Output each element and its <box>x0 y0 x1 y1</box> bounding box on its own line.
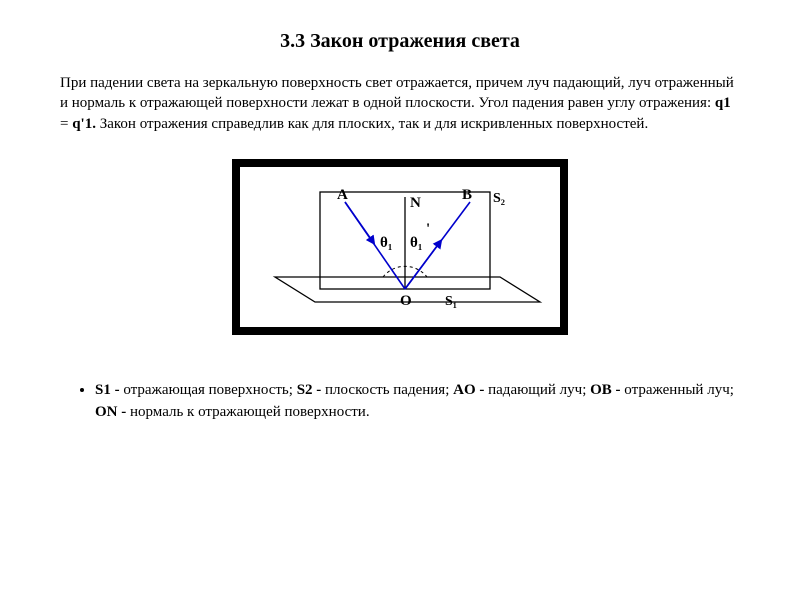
legend-s2-text: плоскость падения; <box>325 382 453 398</box>
intro-text-2: Закон отражения справедлив как для плоск… <box>96 116 648 132</box>
intro-q2: q'1. <box>72 116 96 132</box>
label-b: B <box>462 187 472 203</box>
legend-item: S1 - отражающая поверхность; S2 - плоско… <box>95 380 740 424</box>
legend-s2-label: S2 - <box>297 382 325 398</box>
legend-ao-text: падающий луч; <box>488 382 590 398</box>
legend-s1-label: S1 - <box>95 382 123 398</box>
label-theta1p-prime: ' <box>426 221 430 237</box>
legend-ao-label: AO - <box>453 382 488 398</box>
intro-text-1: При падении света на зеркальную поверхно… <box>60 75 734 111</box>
legend-on-label: ON - <box>95 404 130 420</box>
label-n: N <box>410 195 421 211</box>
label-o: O <box>400 293 412 309</box>
incident-ray-ao-arrow <box>345 202 373 242</box>
intro-q1: q1 <box>715 95 731 111</box>
section-title: 3.3 Закон отражения света <box>60 30 740 53</box>
figure-frame: A B N O S₁ S₂ θ₁ θ₁ ' <box>232 159 568 335</box>
intro-paragraph: При падении света на зеркальную поверхно… <box>60 73 740 134</box>
reflection-diagram: A B N O S₁ S₂ θ₁ θ₁ ' <box>240 167 560 327</box>
label-theta1: θ₁ <box>380 235 392 251</box>
legend-ob-text: отраженный луч; <box>624 382 734 398</box>
legend-on-text: нормаль к отражающей поверхности. <box>130 404 370 420</box>
legend-s1-text: отражающая поверхность; <box>123 382 296 398</box>
label-a: A <box>337 187 348 203</box>
intro-eq: = <box>60 116 72 132</box>
label-theta1p: θ₁ <box>410 235 422 251</box>
label-s2: S₂ <box>493 191 505 206</box>
label-s1: S₁ <box>445 294 457 309</box>
legend-list: S1 - отражающая поверхность; S2 - плоско… <box>60 380 740 424</box>
legend-ob-label: OB - <box>590 382 624 398</box>
page-root: 3.3 Закон отражения света При падении св… <box>0 0 800 600</box>
